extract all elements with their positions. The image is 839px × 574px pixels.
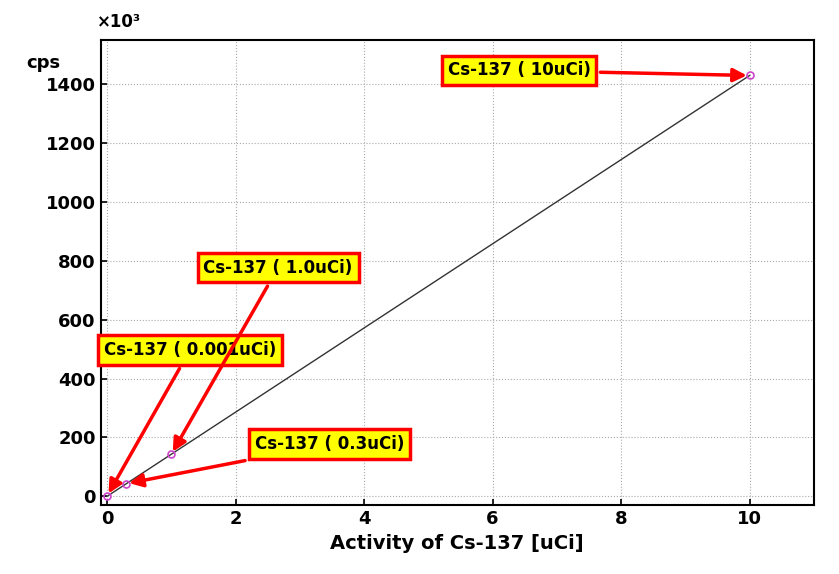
X-axis label: Activity of Cs-137 [uCi]: Activity of Cs-137 [uCi] — [331, 534, 584, 553]
Text: Cs-137 ( 0.3uCi): Cs-137 ( 0.3uCi) — [133, 435, 404, 486]
Text: Cs-137 ( 10uCi): Cs-137 ( 10uCi) — [448, 61, 743, 81]
Text: Cs-137 ( 1.0uCi): Cs-137 ( 1.0uCi) — [175, 259, 352, 448]
Text: Cs-137 ( 0.001uCi): Cs-137 ( 0.001uCi) — [104, 341, 276, 490]
Text: ×10³: ×10³ — [97, 13, 141, 31]
Text: cps: cps — [27, 54, 60, 72]
